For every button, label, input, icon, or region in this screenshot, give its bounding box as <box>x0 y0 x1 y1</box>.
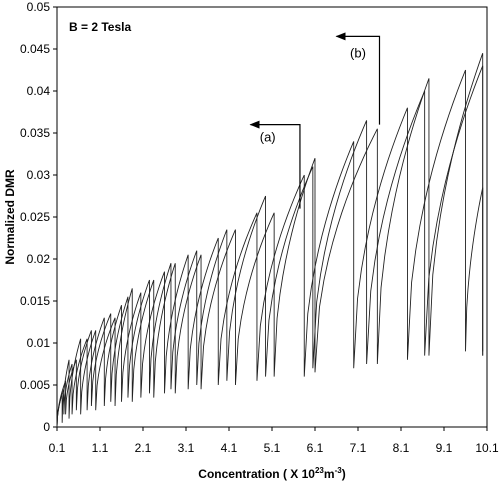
y-axis-title: Normalized DMR <box>3 169 17 265</box>
y-tick-label: 0.015 <box>20 294 50 308</box>
x-tick-label: 1.1 <box>92 441 109 455</box>
annotation-arrow <box>335 32 381 125</box>
x-tick-label: 4.1 <box>221 441 238 455</box>
y-tick-label: 0.05 <box>27 0 51 14</box>
y-tick-label: 0 <box>43 420 50 434</box>
annotation-label: (a) <box>260 129 276 144</box>
x-tick-label: 10.1 <box>475 441 499 455</box>
x-axis-ticks: 0.1 1.1 2.1 3.1 4.1 5.1 6.1 7.1 8.1 9.1 10.1 <box>49 427 499 455</box>
y-tick-label: 0.025 <box>20 210 50 224</box>
y-tick-label: 0.045 <box>20 42 50 56</box>
y-tick-label: 0.01 <box>27 336 51 350</box>
x-tick-label: 6.1 <box>307 441 324 455</box>
x-axis-title-exp: 23 <box>315 466 324 475</box>
x-tick-label: 2.1 <box>135 441 152 455</box>
y-tick-label: 0.04 <box>27 84 51 98</box>
y-axis-ticks: 0 0.005 0.01 0.015 0.02 0.025 0.03 0.035 0.04 0.0… <box>20 0 57 434</box>
x-tick-label: 9.1 <box>436 441 453 455</box>
x-tick-label: 7.1 <box>350 441 367 455</box>
series-line-2 <box>56 53 484 428</box>
x-tick-label: 8.1 <box>393 441 410 455</box>
x-tick-label: 0.1 <box>49 441 66 455</box>
series-layer <box>56 53 484 428</box>
x-tick-label: 3.1 <box>178 441 195 455</box>
x-axis-title-unit-exp: -3 <box>335 466 343 475</box>
annotation-label: (b) <box>350 45 366 60</box>
y-tick-label: 0.005 <box>20 378 50 392</box>
series-line-3 <box>56 65 484 428</box>
field-label: B = 2 Tesla <box>69 20 131 34</box>
x-tick-label: 5.1 <box>264 441 281 455</box>
x-axis-title-main: Concentration ( X 10 <box>198 467 315 481</box>
y-tick-label: 0.02 <box>27 252 51 266</box>
x-axis-title-close: ) <box>342 467 346 481</box>
annotation-layer: (a) (b) <box>249 32 381 209</box>
x-axis-title-unit: m <box>324 467 335 481</box>
x-axis-title: Concentration ( X 1023m-3) <box>198 466 345 481</box>
annotation-arrow <box>249 120 301 209</box>
y-tick-label: 0.03 <box>27 168 51 182</box>
series-line-1 <box>56 69 484 428</box>
y-tick-label: 0.035 <box>20 126 50 140</box>
